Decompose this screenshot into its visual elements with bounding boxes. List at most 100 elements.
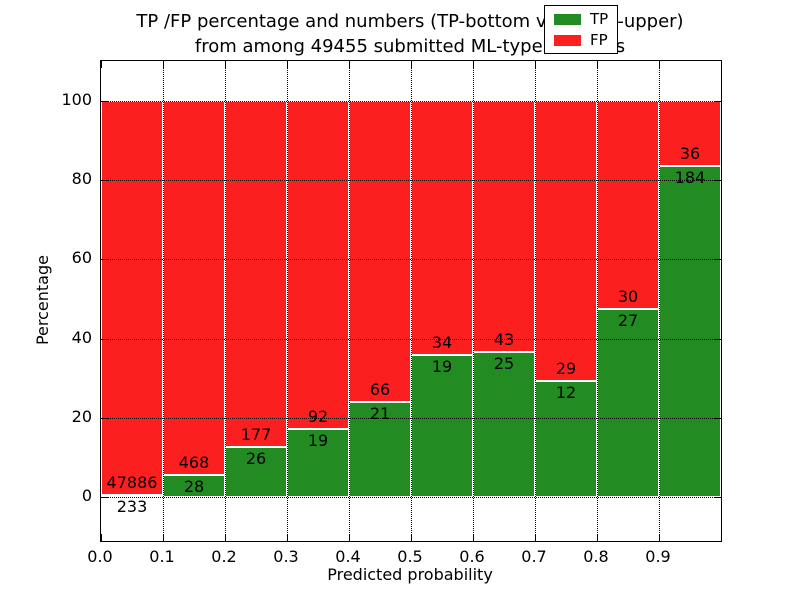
x-tick-mark: [411, 61, 412, 68]
chart-title-line2: from among 49455 submitted ML-type conta…: [194, 36, 626, 57]
bar-label-tp: 19: [431, 357, 453, 377]
x-tick-mark: [411, 534, 412, 541]
y-tick-label: 20: [71, 407, 92, 427]
bar-segment-fp: [597, 100, 659, 310]
gridline-vertical: [349, 61, 350, 541]
bar-label-tp: 233: [116, 497, 148, 517]
x-tick-label: 0.2: [211, 547, 237, 566]
bar-segment-fp: [659, 100, 721, 166]
gridline-vertical: [287, 61, 288, 541]
bar-segment-fp: [225, 100, 287, 447]
x-tick-label: 0.5: [397, 547, 423, 566]
bar-label-fp: 177: [240, 424, 272, 444]
y-tick-mark: [714, 100, 721, 102]
x-tick-mark: [101, 534, 102, 541]
bar-segment-fp: [287, 100, 349, 430]
y-tick-mark: [101, 497, 108, 499]
gridline-vertical: [597, 61, 598, 541]
x-tick-mark: [163, 61, 164, 68]
bar-segment-tp: [659, 165, 721, 498]
gridline-horizontal: [101, 338, 721, 340]
bar-label-fp: 43: [493, 329, 515, 349]
x-tick-label: 0.0: [87, 547, 113, 566]
x-tick-mark: [163, 534, 164, 541]
x-tick-mark: [473, 61, 474, 68]
x-tick-mark: [349, 61, 350, 68]
x-tick-mark: [101, 61, 102, 68]
x-tick-labels: 0.0 0.1 0.2 0.3 0.4 0.5 0.6 0.7 0.8 0.9: [87, 547, 720, 567]
x-tick-mark: [287, 61, 288, 68]
bar-segment-tp: [349, 401, 411, 498]
gridline-vertical: [411, 61, 412, 541]
x-tick-label: 0.6: [459, 547, 485, 566]
gridline-horizontal: [101, 259, 721, 261]
gridline-horizontal: [101, 497, 721, 499]
bar-label-tp: 19: [307, 431, 329, 451]
bar-label-fp: 468: [178, 452, 210, 472]
x-axis-label: Predicted probability: [327, 565, 493, 584]
legend-row: TP: [554, 11, 608, 27]
bar-label-fp: 34: [431, 333, 453, 353]
x-tick-label: 0.4: [335, 547, 361, 566]
bar-segment-fp: [473, 100, 535, 352]
x-tick-mark: [659, 61, 660, 68]
x-tick-label: 0.7: [521, 547, 547, 566]
bar-segment-fp: [535, 100, 597, 382]
gridline-horizontal: [101, 418, 721, 420]
chart-title-line1: TP /FP percentage and numbers (TP-bottom…: [136, 11, 684, 32]
x-tick-mark: [597, 61, 598, 68]
gridline-vertical: [659, 61, 660, 541]
bar-segment-fp: [101, 100, 163, 496]
y-tick-label: 100: [61, 89, 92, 109]
y-tick-label: 40: [71, 327, 92, 347]
x-tick-mark: [535, 534, 536, 541]
gridline-horizontal: [101, 180, 721, 181]
bar-segment-tp: [411, 355, 473, 498]
legend-row: FP: [554, 32, 608, 48]
x-tick-label: 0.1: [149, 547, 175, 566]
bar-label-fp: 66: [369, 379, 391, 399]
y-tick-mark: [714, 418, 721, 420]
bar-label-fp: 47886: [106, 473, 158, 493]
y-tick-labels: 0 20 40 60 80 100: [40, 60, 92, 540]
bar-label-tp: 26: [245, 448, 267, 468]
y-tick-label: 80: [71, 169, 92, 188]
x-tick-label: 0.3: [273, 547, 299, 566]
legend-swatch-fp: [554, 34, 581, 46]
chart-title: TP /FP percentage and numbers (TP-bottom…: [90, 9, 730, 59]
legend-label-fp: FP: [590, 31, 608, 49]
y-tick-mark: [101, 259, 108, 261]
y-tick-mark: [714, 497, 721, 499]
legend: TP FP: [544, 5, 619, 54]
x-tick-label: 0.8: [583, 547, 609, 566]
x-tick-label: 0.9: [645, 547, 671, 566]
bar-label-tp: 28: [183, 476, 205, 496]
bar-label-tp: 12: [555, 383, 577, 403]
y-tick-mark: [714, 338, 721, 340]
bar-segment-fp: [411, 100, 473, 356]
bar-label-tp: 27: [617, 311, 639, 331]
x-tick-mark: [349, 534, 350, 541]
bar-label-fp: 30: [617, 287, 639, 307]
gridline-vertical: [225, 61, 226, 541]
x-tick-mark: [225, 61, 226, 68]
gridline-vertical: [473, 61, 474, 541]
bar-segment-fp: [163, 100, 225, 475]
legend-swatch-tp: [554, 13, 581, 25]
bar-segment-tp: [287, 429, 349, 498]
bar-label-tp: 25: [493, 353, 515, 373]
bar-label-tp: 21: [369, 403, 391, 423]
y-tick-label: 0: [81, 486, 92, 506]
bar-label-tp: 184: [674, 167, 706, 187]
plot-area: 47886 233 468 28 177 26 92 19 66 21 34 19 43 25 29 12 30…: [100, 60, 722, 542]
gridline-vertical: [535, 61, 536, 541]
gridline-vertical: [163, 61, 164, 541]
y-tick-label: 60: [71, 248, 92, 268]
y-tick-mark: [101, 418, 108, 420]
gridline-horizontal: [101, 100, 721, 102]
y-tick-mark: [714, 259, 721, 261]
bar-label-fp: 92: [307, 407, 329, 427]
bar-label-fp: 29: [555, 359, 577, 379]
x-tick-mark: [659, 534, 660, 541]
bar-segment-tp: [473, 351, 535, 498]
